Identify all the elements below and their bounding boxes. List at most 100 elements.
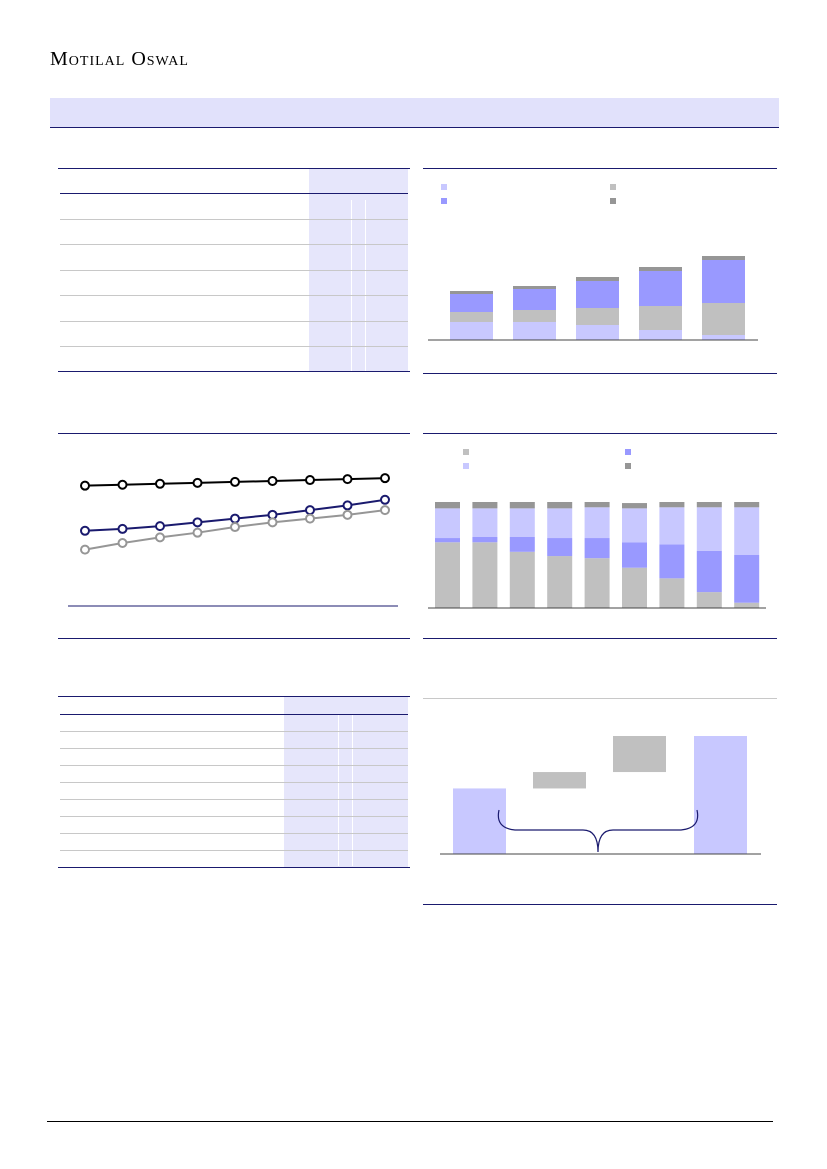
bar-segment — [659, 507, 685, 545]
data-point — [155, 521, 165, 532]
data-point — [155, 532, 165, 543]
table-1-header-rule — [60, 193, 408, 194]
waterfall-bar — [453, 788, 506, 854]
table-2-column-divider — [352, 715, 353, 866]
legend-swatch — [610, 198, 616, 204]
bar-segment — [639, 306, 682, 330]
table-1-bottom-rule — [58, 371, 410, 372]
bar-segment — [435, 542, 460, 608]
chart-3-bottom-rule — [423, 638, 777, 639]
bar-segment — [696, 507, 722, 551]
chart-1-top-rule — [423, 168, 777, 169]
waterfall-bar — [533, 772, 586, 789]
table-row — [60, 295, 408, 296]
bar-segment — [576, 277, 619, 281]
chart-1-stacked-bar — [428, 184, 758, 341]
bar-segment — [472, 536, 498, 543]
bar-segment — [547, 508, 573, 539]
bar-segment — [584, 507, 610, 539]
bar-segment — [734, 602, 760, 608]
chart-4-bottom-rule — [423, 904, 777, 905]
table-2-top-rule — [58, 696, 410, 697]
bar-segment — [547, 556, 573, 608]
data-point — [267, 475, 278, 486]
table-1-top-rule — [58, 168, 410, 169]
data-point — [267, 517, 278, 528]
table-2-column-divider — [338, 715, 339, 866]
table-row — [60, 244, 408, 245]
bar-segment — [734, 502, 760, 508]
legend-swatch — [463, 463, 469, 469]
bar-segment — [622, 503, 647, 509]
data-point — [305, 475, 315, 486]
legend-swatch — [610, 184, 616, 190]
legend-swatch — [441, 198, 447, 204]
data-point — [342, 509, 353, 520]
data-point — [192, 477, 203, 488]
bar-segment — [472, 502, 498, 509]
bar-segment — [547, 502, 573, 509]
bar-segment — [584, 502, 610, 508]
bar-segment — [509, 536, 535, 552]
table-row — [60, 833, 408, 834]
data-point — [80, 544, 90, 555]
bar-segment — [659, 544, 685, 579]
data-point — [305, 513, 315, 524]
waterfall-bar — [613, 736, 666, 773]
chart-4-waterfall — [440, 736, 761, 855]
bar-segment — [702, 256, 745, 260]
table-row — [60, 321, 408, 322]
table-1-column-divider — [351, 200, 352, 371]
bar-segment — [576, 325, 619, 340]
data-point — [305, 505, 315, 516]
bar-segment — [734, 507, 760, 555]
data-point — [380, 473, 390, 484]
table-1-column-divider — [365, 200, 366, 371]
chart-3-stacked-percent-bar — [428, 449, 766, 609]
bar-segment — [584, 538, 610, 559]
table-row — [60, 219, 408, 220]
table-row — [60, 748, 408, 749]
chart-4-top-rule — [423, 698, 777, 699]
data-point — [342, 474, 353, 485]
chart-1-bottom-rule — [423, 373, 777, 374]
bar-segment — [639, 271, 682, 306]
bar-segment — [696, 502, 722, 508]
bar-segment — [584, 558, 610, 608]
data-point — [342, 500, 353, 511]
table-row — [60, 765, 408, 766]
brace-annotation — [497, 809, 699, 853]
bar-segment — [509, 508, 535, 537]
bar-segment — [509, 502, 535, 509]
bar-segment — [513, 322, 556, 340]
legend-swatch — [441, 184, 447, 190]
chart-2-top-rule — [58, 433, 410, 434]
bar-segment — [513, 289, 556, 310]
legend-swatch — [625, 463, 631, 469]
bar-segment — [622, 567, 647, 608]
data-point — [192, 527, 203, 538]
bar-segment — [639, 330, 682, 340]
legend-swatch — [625, 449, 631, 455]
bar-segment — [472, 542, 498, 608]
bar-segment — [450, 312, 493, 322]
bar-segment — [472, 508, 498, 537]
table-row — [60, 816, 408, 817]
data-point — [117, 538, 128, 549]
bar-segment — [659, 578, 685, 608]
bar-segment — [659, 502, 685, 508]
bar-segment — [435, 508, 460, 539]
data-point — [380, 505, 390, 516]
data-point — [155, 478, 165, 489]
data-point — [80, 525, 90, 536]
table-row — [60, 782, 408, 783]
bar-segment — [702, 260, 745, 303]
brand-logo: Motilal Oswal — [50, 48, 189, 70]
data-point — [80, 480, 90, 491]
chart-3-top-rule — [423, 433, 777, 434]
bar-segment — [509, 551, 535, 608]
bar-segment — [696, 592, 722, 608]
bar-segment — [450, 322, 493, 340]
table-row — [60, 346, 408, 347]
bar-segment — [450, 291, 493, 294]
